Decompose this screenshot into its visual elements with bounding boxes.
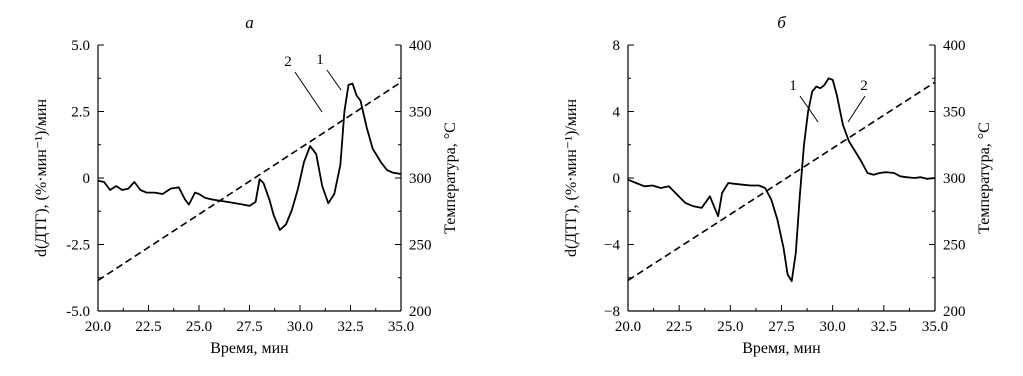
panel-a-x-tick-label: 32.5: [337, 319, 363, 335]
panel-b-y2-tick-label: 250: [943, 238, 966, 254]
panel-b-title: б: [777, 13, 786, 32]
panel-a-y-tick-label: -5.0: [66, 304, 90, 320]
panel-b-y-tick-label: 4: [613, 105, 621, 121]
panel-b-x-tick-label: 20.0: [615, 319, 641, 335]
panel-a-callout-1-leader: [326, 69, 342, 91]
panel-a-y-tick-label: 0: [83, 171, 91, 187]
panel-b-x-tick-label: 32.5: [871, 319, 897, 335]
panel-b-y2-tick-label: 400: [943, 38, 966, 54]
panel-a-series-2-temperature-line: [97, 81, 402, 282]
panel-a-series-1-dtg-curve: [97, 82, 402, 231]
panel-b-y-tick-label: 0: [613, 171, 621, 187]
panel-b-y2-tick-label: 350: [943, 105, 966, 121]
panel-a-x-tick-label: 30.0: [287, 319, 313, 335]
panel-b-y-tick-label: −4: [604, 238, 620, 254]
panel-a-y2-tick-label: 250: [409, 238, 432, 254]
panel-a-title: а: [245, 13, 254, 32]
panel-b-x-tick-label: 35.0: [922, 319, 948, 335]
panel-b-series-1-dtg-curve: [627, 77, 936, 283]
panel-b-x-label: Время, мин: [742, 340, 821, 357]
panel-b-callout-2-leader: [847, 95, 866, 123]
panel-b-x-tick-label: 22.5: [666, 319, 692, 335]
panel-b-chart: 20.0 22.5 25.0 27.5 30.0 32.5 35.0 −8 −4 0 4 8 200 25…: [563, 13, 993, 357]
panel-b-series-2-temperature-line: [627, 81, 936, 282]
panel-a-y-tick-label: -2.5: [66, 238, 90, 254]
panel-a-callout-2-label: 2: [284, 54, 292, 70]
panel-a-y2-tick-label: 200: [409, 304, 432, 320]
panel-a-callout-1-label: 1: [316, 52, 324, 68]
panel-a-y-tick-label: 5.0: [71, 38, 90, 54]
panel-b-y-tick-label: −8: [604, 304, 620, 320]
panel-b-y2-label: Температура, °С: [976, 122, 993, 234]
panel-a-y2-tick-label: 300: [409, 171, 432, 187]
panel-b-x-tick-label: 25.0: [717, 319, 743, 335]
panel-a-callout-2-leader: [294, 71, 323, 113]
panel-b-y2-tick-label: 200: [943, 304, 966, 320]
panel-a-x-tick-label: 22.5: [135, 319, 161, 335]
panel-a-x-tick-label: 35.0: [388, 319, 414, 335]
panel-b-x-tick-label: 27.5: [768, 319, 794, 335]
panel-a-y2-tick-label: 350: [409, 105, 432, 121]
panel-a-x-tick-label: 27.5: [236, 319, 262, 335]
panel-a-x-tick-label: 20.0: [85, 319, 111, 335]
panel-b-y-tick-label: 8: [613, 38, 621, 54]
panel-a-y-tick-label: 2.5: [71, 105, 90, 121]
panel-a-chart: 20.0 22.5 25.0 27.5 30.0 32.5 35.0-5.0-2.502.5…: [33, 13, 459, 357]
panel-b-y2-tick-label: 300: [943, 171, 966, 187]
panel-b-callout-2-label: 2: [860, 78, 868, 94]
panel-b-y-label: d(ДТГ), (%·мин⁻¹)/мин: [563, 99, 580, 258]
panel-b-callout-1-leader: [799, 95, 819, 123]
panel-a-x-label: Время, мин: [210, 340, 289, 357]
panel-b-callout-1-label: 1: [789, 78, 797, 94]
panel-a-x-tick-label: 25.0: [186, 319, 212, 335]
panel-a-y-label: d(ДТГ), (%·мин⁻¹)/мин: [33, 99, 50, 258]
panel-b-x-tick-label: 30.0: [820, 319, 846, 335]
panel-a-y2-tick-label: 400: [409, 38, 432, 54]
panel-a-y2-label: Температура, °С: [442, 122, 459, 234]
